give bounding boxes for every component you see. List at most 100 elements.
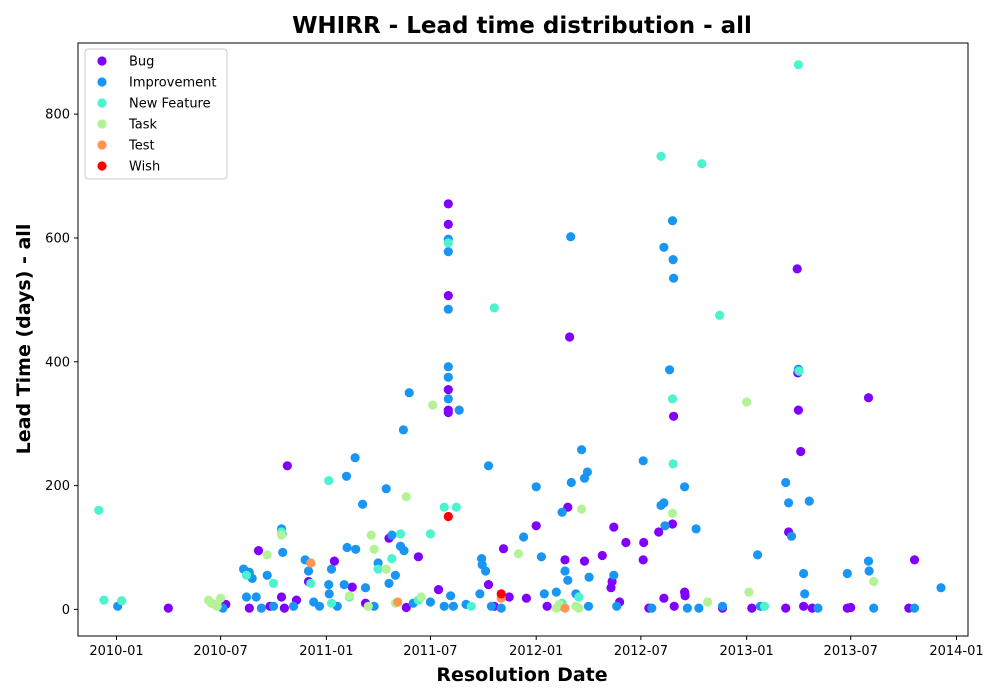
point-bug (639, 537, 649, 548)
point-improvement (448, 601, 458, 611)
point-bug (863, 393, 874, 403)
point-improvement (404, 388, 414, 398)
point-test (306, 558, 316, 568)
point-bug (433, 585, 444, 595)
point-bug (282, 461, 292, 471)
point-bug (443, 385, 453, 395)
point-new-feature (668, 459, 678, 469)
point-improvement (804, 496, 814, 506)
point-improvement (241, 592, 252, 602)
point-bug (669, 411, 679, 421)
point-improvement (560, 566, 570, 576)
point-improvement (443, 247, 453, 257)
point-task (416, 592, 426, 602)
point-improvement (694, 603, 704, 613)
point-improvement (659, 498, 669, 508)
legend-marker (97, 77, 107, 87)
legend-marker (97, 161, 107, 171)
point-improvement (668, 255, 678, 265)
point-bug (667, 519, 678, 529)
point-task (369, 544, 379, 554)
point-task (381, 564, 391, 574)
point-improvement (486, 601, 496, 611)
point-improvement (647, 603, 657, 613)
y-tick-label: 600 (45, 231, 70, 246)
point-bug (579, 556, 590, 566)
point-wish (496, 589, 506, 599)
point-improvement (314, 601, 325, 611)
point-new-feature (326, 598, 337, 608)
point-bug (401, 602, 411, 613)
point-improvement (496, 603, 506, 613)
point-new-feature (241, 570, 252, 580)
legend-label: Wish (129, 160, 160, 175)
x-tick-label: 2011-01 (299, 644, 353, 659)
point-wish (443, 511, 453, 522)
point-new-feature (268, 578, 279, 589)
point-improvement (863, 556, 874, 566)
point-improvement (262, 570, 272, 580)
point-new-feature (99, 595, 109, 605)
legend-marker (97, 98, 107, 108)
point-improvement (439, 601, 449, 611)
point-improvement (660, 521, 670, 531)
point-bug (621, 537, 631, 548)
point-bug (253, 546, 264, 556)
point-improvement (659, 242, 669, 252)
point-improvement (563, 575, 573, 585)
x-tick-label: 2010-01 (89, 644, 143, 659)
point-task (401, 492, 411, 502)
point-improvement (289, 601, 299, 611)
point-improvement (443, 372, 453, 382)
point-bug (498, 544, 509, 554)
legend: Bug Improvement New Feature Task Test Wish (84, 48, 228, 180)
point-bug (638, 555, 648, 565)
point-improvement (536, 552, 547, 562)
point-bug (609, 522, 619, 532)
point-new-feature (793, 60, 804, 70)
point-improvement (717, 601, 728, 611)
point-new-feature (697, 159, 707, 169)
point-improvement (443, 304, 453, 314)
point-task (344, 591, 354, 601)
point-test (393, 597, 403, 607)
point-improvement (324, 580, 334, 590)
point-bug (347, 582, 357, 592)
point-bug (565, 332, 575, 342)
point-bug (443, 199, 453, 209)
point-improvement (909, 603, 920, 613)
point-improvement (475, 589, 485, 599)
point-improvement (387, 530, 397, 540)
point-bug (443, 407, 453, 418)
point-bug (504, 592, 514, 602)
point-improvement (753, 550, 763, 560)
point-new-feature (574, 592, 584, 602)
point-improvement (278, 547, 288, 558)
point-task (363, 601, 373, 611)
chart-title: WHIRR - Lead time distribution - all (292, 13, 752, 39)
point-bug (654, 527, 664, 537)
point-new-feature (451, 502, 461, 512)
point-new-feature (489, 303, 499, 313)
point-improvement (557, 507, 567, 517)
legend-label: Test (128, 139, 155, 154)
point-improvement (256, 603, 266, 613)
point-task (869, 576, 879, 587)
point-improvement (481, 566, 491, 576)
point-new-feature (324, 476, 334, 486)
point-improvement (341, 471, 352, 481)
point-improvement (446, 591, 456, 601)
point-new-feature (443, 238, 453, 248)
point-improvement (539, 589, 549, 599)
point-new-feature (759, 601, 770, 611)
point-new-feature (439, 502, 449, 512)
point-improvement (360, 583, 371, 593)
point-bug (669, 601, 679, 611)
point-bug (799, 601, 809, 611)
point-improvement (268, 601, 279, 611)
x-tick-label: 2014-01 (929, 644, 983, 659)
point-task (703, 597, 713, 607)
point-task (276, 530, 287, 540)
point-new-feature (794, 366, 804, 376)
point-bug (483, 580, 494, 590)
